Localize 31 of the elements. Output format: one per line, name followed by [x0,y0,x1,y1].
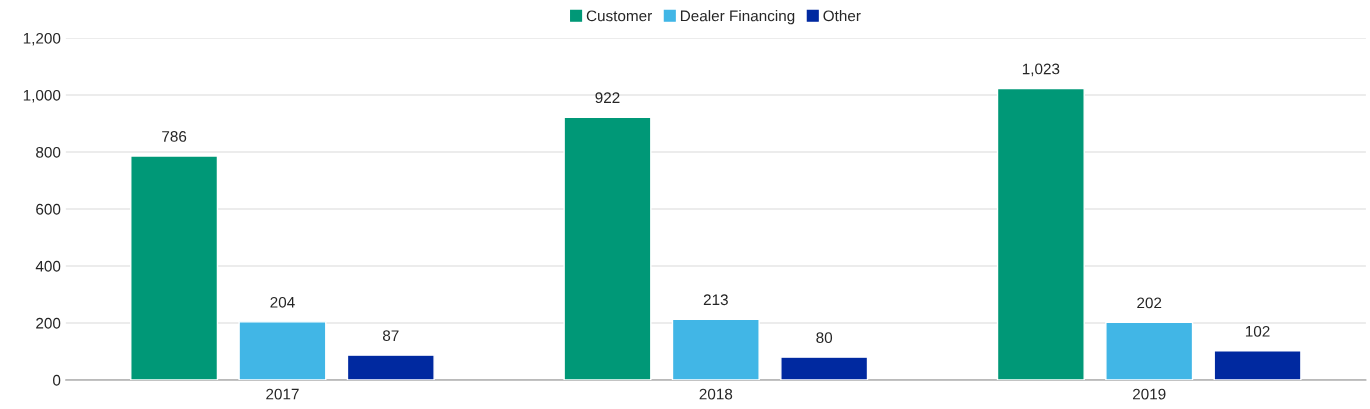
bar [238,321,327,380]
data-label: 204 [270,296,295,308]
bar [563,116,652,380]
data-label: 102 [1245,325,1270,337]
y-tick-label: 600 [36,203,61,215]
y-tick-label: 0 [53,374,61,386]
data-label: 80 [816,332,833,344]
y-tick-label: 800 [36,146,61,158]
bar [346,354,435,380]
legend-label: Other [823,10,861,22]
x-tick-label: 2017 [266,388,299,400]
y-tick-label: 400 [35,260,61,272]
data-label: 202 [1137,297,1162,309]
y-tick-label: 200 [36,317,61,329]
bar [1105,321,1194,380]
bar [671,318,760,380]
x-tick-label: 2019 [1132,388,1166,400]
data-label: 786 [162,131,187,142]
bar [996,87,1085,380]
y-tick-label: 1,200 [23,32,61,46]
bar [130,155,219,380]
data-label: 213 [703,294,728,306]
data-label: 87 [382,330,399,342]
legend-label: Customer [586,10,652,22]
bar [1213,350,1302,380]
bar [780,356,869,380]
data-label: 922 [595,92,620,104]
y-tick-label: 1,000 [23,89,61,103]
legend-label: Dealer Financing [680,10,795,25]
data-label: 1,023 [1022,63,1060,77]
x-tick-label: 2018 [699,388,733,400]
